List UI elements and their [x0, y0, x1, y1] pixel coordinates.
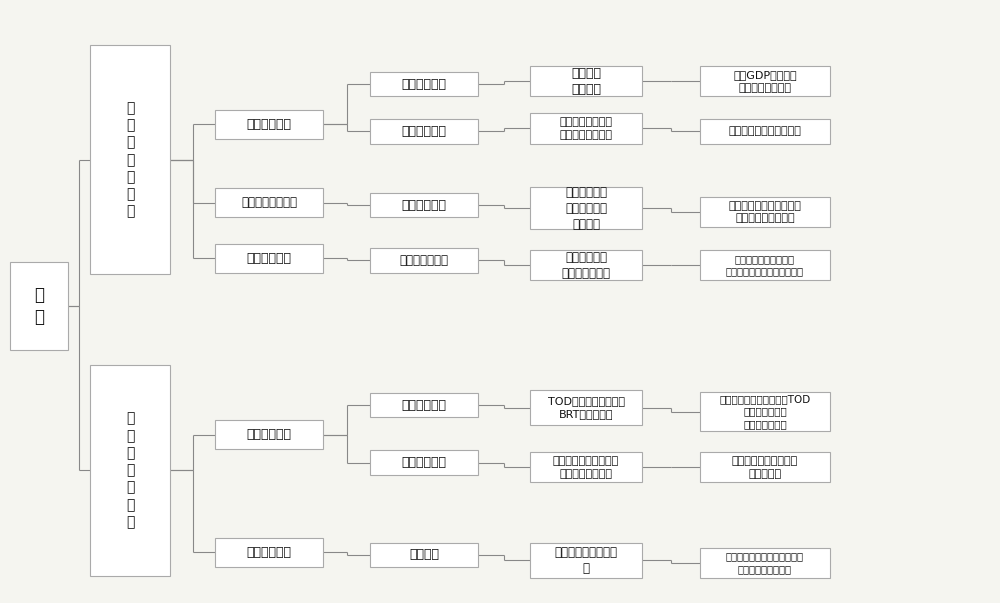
Text: 万元GDP碳排放量
高附加值产业比重: 万元GDP碳排放量 高附加值产业比重 [733, 70, 797, 93]
FancyBboxPatch shape [10, 262, 68, 350]
FancyBboxPatch shape [700, 452, 830, 482]
Text: 交通发展模式: 交通发展模式 [402, 399, 446, 412]
Text: 清洁能源利用: 清洁能源利用 [246, 251, 292, 265]
Text: 太阳能、风能
生物质能、核能: 太阳能、风能 生物质能、核能 [562, 251, 611, 280]
Text: 减少能源需求: 减少能源需求 [246, 428, 292, 441]
Text: 低碳工业
低碳农业: 低碳工业 低碳农业 [571, 67, 601, 96]
FancyBboxPatch shape [700, 392, 830, 431]
FancyBboxPatch shape [700, 66, 830, 96]
FancyBboxPatch shape [700, 548, 830, 578]
Text: 清洁能源利用: 清洁能源利用 [246, 546, 292, 559]
FancyBboxPatch shape [700, 197, 830, 227]
FancyBboxPatch shape [370, 393, 478, 417]
FancyBboxPatch shape [530, 187, 642, 229]
FancyBboxPatch shape [370, 193, 478, 217]
FancyBboxPatch shape [370, 543, 478, 567]
FancyBboxPatch shape [700, 119, 830, 144]
Text: 清洁能源利用率: 清洁能源利用率 [400, 254, 448, 267]
FancyBboxPatch shape [370, 119, 478, 144]
Text: 减少小汽车非理性出行
减少交通出行距离: 减少小汽车非理性出行 减少交通出行距离 [553, 456, 619, 479]
FancyBboxPatch shape [215, 420, 323, 449]
Text: 提高能源利用效率: 提高能源利用效率 [241, 196, 297, 209]
FancyBboxPatch shape [700, 250, 830, 280]
Text: 产业布局紧凑: 产业布局紧凑 [402, 125, 446, 138]
FancyBboxPatch shape [215, 188, 323, 217]
FancyBboxPatch shape [530, 390, 642, 425]
FancyBboxPatch shape [370, 248, 478, 273]
FancyBboxPatch shape [530, 543, 642, 578]
Text: 减少能源需求: 减少能源需求 [246, 118, 292, 131]
Text: 工业主导产业集群集聚度: 工业主导产业集群集聚度 [729, 127, 801, 136]
Text: 优化工业碳源布局
低碳型产业集聚区: 优化工业碳源布局 低碳型产业集聚区 [560, 117, 613, 140]
Text: 产
业
碳
排
放
机
制: 产 业 碳 排 放 机 制 [126, 101, 134, 219]
FancyBboxPatch shape [370, 450, 478, 475]
FancyBboxPatch shape [215, 110, 323, 139]
Text: 工业固体废物重复利用率
工业用水循环利用率: 工业固体废物重复利用率 工业用水循环利用率 [729, 201, 801, 224]
Text: 企业内部循环
园区内部循环
区域循环: 企业内部循环 园区内部循环 区域循环 [565, 186, 607, 230]
FancyBboxPatch shape [215, 244, 323, 273]
Text: 燃料革新: 燃料革新 [409, 548, 439, 561]
FancyBboxPatch shape [530, 452, 642, 482]
FancyBboxPatch shape [90, 365, 170, 576]
Text: 清洁柴油、生物燃料使用比率
新型低碳汽车使用率: 清洁柴油、生物燃料使用比率 新型低碳汽车使用率 [726, 551, 804, 574]
Text: 开发、普及混合动力
车: 开发、普及混合动力 车 [555, 546, 618, 575]
Text: 发展循环经济: 发展循环经济 [402, 198, 446, 212]
FancyBboxPatch shape [370, 72, 478, 96]
Text: TOD＼混合出行模式＼
BRT＼轨道交通: TOD＼混合出行模式＼ BRT＼轨道交通 [548, 396, 625, 419]
FancyBboxPatch shape [215, 538, 323, 567]
Text: 万元生产总值能耗水平
可再生能源占全市总能耗比重: 万元生产总值能耗水平 可再生能源占全市总能耗比重 [726, 254, 804, 277]
Text: 私人轿车年均行驶里程
路网饱和度: 私人轿车年均行驶里程 路网饱和度 [732, 456, 798, 479]
Text: 公交导向型土地开发模式TOD
公共交通分担率
慢行系统普及率: 公交导向型土地开发模式TOD 公共交通分担率 慢行系统普及率 [719, 394, 811, 429]
Text: 交通需求管理: 交通需求管理 [402, 456, 446, 469]
FancyBboxPatch shape [530, 113, 642, 144]
FancyBboxPatch shape [530, 66, 642, 96]
FancyBboxPatch shape [90, 45, 170, 274]
Text: 交
通
碳
排
放
机
制: 交 通 碳 排 放 机 制 [126, 411, 134, 529]
Text: 减
碳: 减 碳 [34, 286, 44, 326]
Text: 调整产业结构: 调整产业结构 [402, 78, 446, 91]
FancyBboxPatch shape [530, 250, 642, 280]
